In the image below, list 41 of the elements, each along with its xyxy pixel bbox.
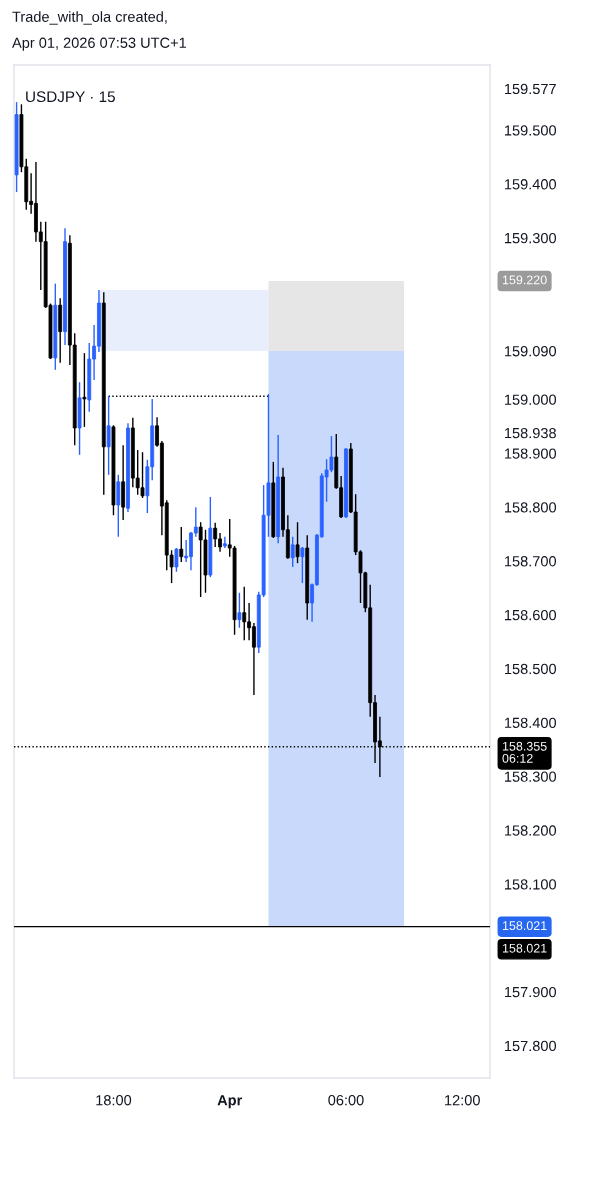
ref-line-label: 158.355 06:12 [502,741,547,763]
candlestick [290,536,295,568]
y-tick-label: 159.577 [505,83,556,95]
y-tick-label: 158.300 [505,771,557,782]
y-tick-label: 158.600 [505,609,557,621]
text: Trade_with_ola created, [12,11,167,25]
y-tick-label: 158.800 [505,502,557,513]
text: USDJPY · 15 [26,91,115,103]
y-tick-label: 157.900 [505,986,557,998]
x-tick-label: 12:00 [445,1095,480,1106]
y-tick-label: 157.800 [505,1040,557,1052]
candlestick [300,546,305,584]
ref-line-label: 158.021 [502,943,547,953]
x-tick-label: Apr [217,1095,243,1109]
y-tick-label: 158.700 [505,556,557,567]
candlestick [106,395,111,476]
y-tick-label: 158.500 [505,663,557,675]
y-tick-label: 159.090 [505,346,557,357]
text: 158.021 [502,921,547,931]
y-tick-label: 159.000 [505,394,557,405]
y-tick-label: 158.200 [505,825,557,836]
candlestick [116,474,121,538]
candlestick [179,526,184,563]
x-tick-label: 18:00 [96,1095,132,1106]
y-tick-label: 158.900 [505,448,557,459]
y-tick-label: 158.400 [505,717,557,728]
y-tick-label: 159.400 [505,179,557,190]
candlestick [213,522,218,548]
y-tick-label: 158.100 [505,879,557,890]
y-tick-label: 159.500 [505,125,557,136]
candlestick [295,521,300,564]
candlestick [242,586,247,641]
y-tick-label: 159.300 [505,232,557,244]
y-tick-label: 158.938 [505,427,556,439]
text: Apr 01, 2026 07:53 UTC+1 [12,37,186,51]
candlestick [140,451,145,499]
candlestick [237,592,242,629]
x-tick-label: 06:00 [328,1095,364,1106]
text: 159.220 [502,275,547,285]
candlestick [174,547,179,573]
candlestick [82,352,87,428]
